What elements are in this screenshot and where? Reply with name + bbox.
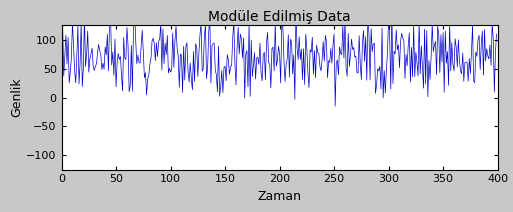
Y-axis label: Genlik: Genlik [11, 78, 24, 117]
Title: Modüle Edilmiş Data: Modüle Edilmiş Data [208, 10, 351, 24]
X-axis label: Zaman: Zaman [258, 190, 302, 203]
